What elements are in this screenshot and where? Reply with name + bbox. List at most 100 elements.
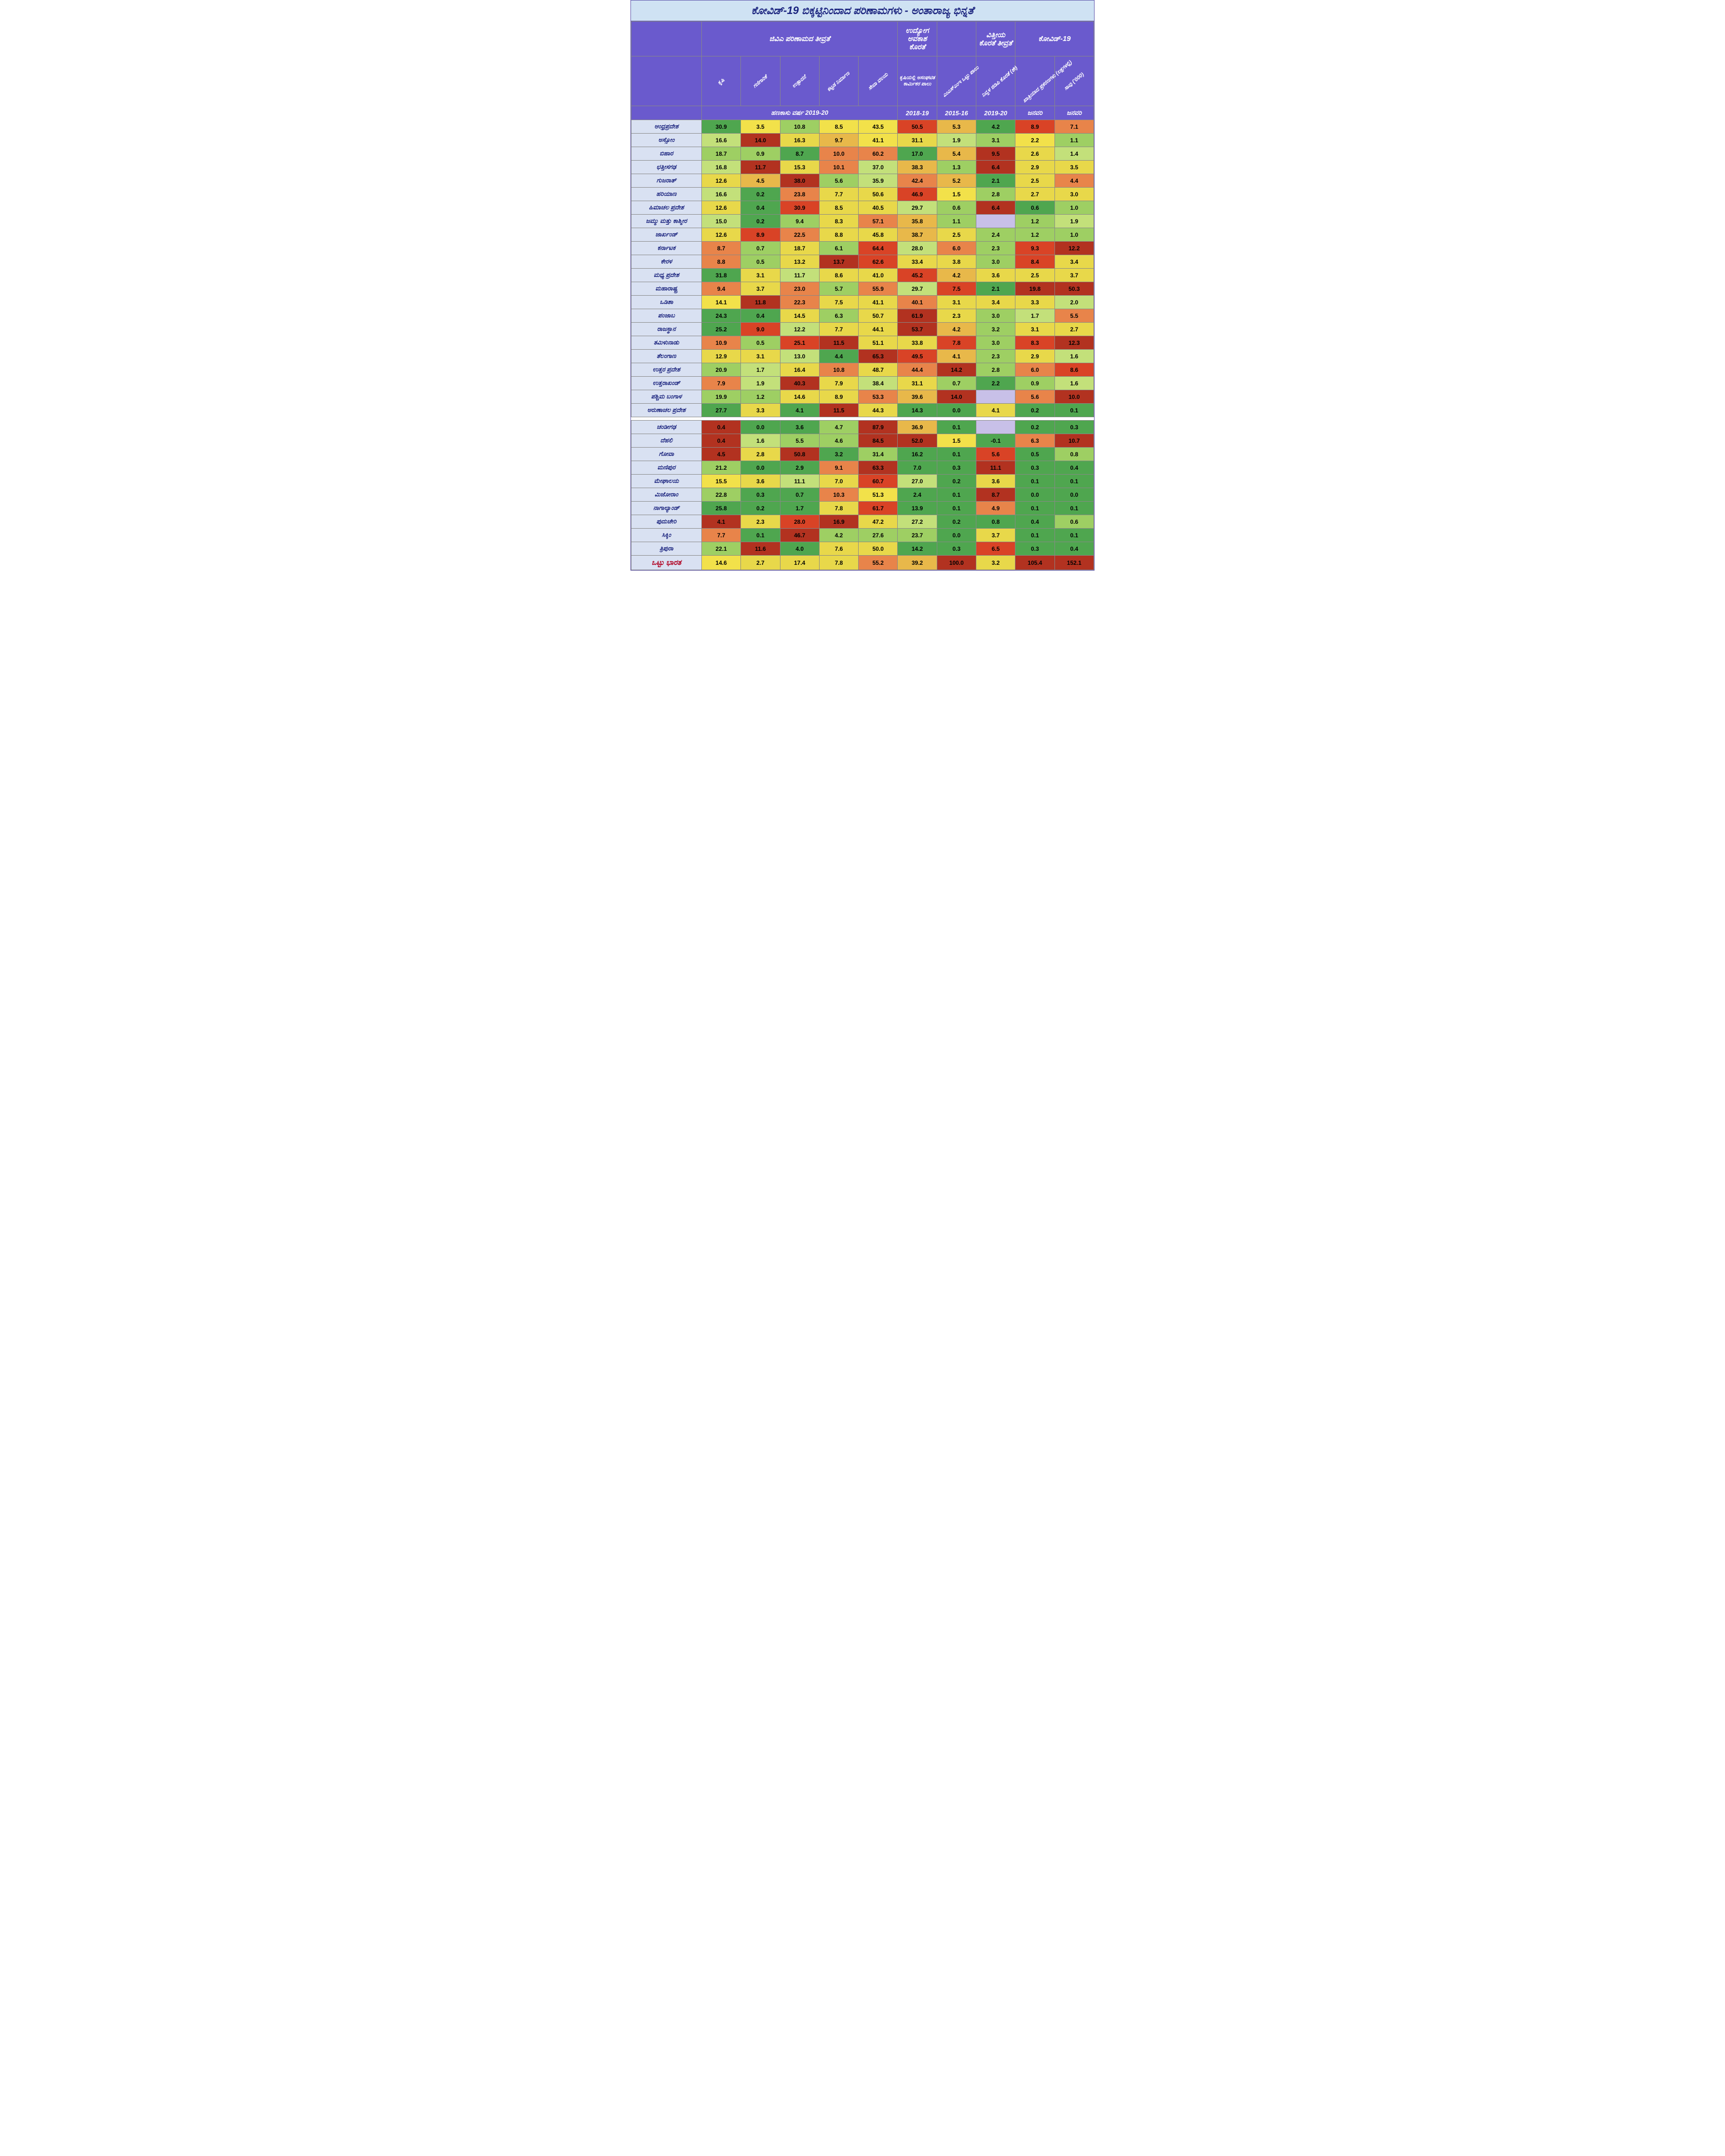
table-row: ಮಧ್ಯ ಪ್ರದೇಶ31.83.111.78.641.045.24.23.62…: [631, 269, 1094, 282]
heatmap-cell: 1.1: [1054, 134, 1094, 147]
table-row: ಮಣಿಪುರ21.20.02.99.163.37.00.311.10.30.4: [631, 461, 1094, 475]
heatmap-cell: 18.7: [780, 242, 819, 255]
heatmap-cell: 3.0: [976, 309, 1015, 323]
heatmap-cell: 3.4: [1054, 255, 1094, 269]
heatmap-cell: 12.6: [701, 201, 740, 215]
heatmap-cell: 0.2: [741, 215, 780, 228]
heatmap-cell: 0.1: [937, 502, 976, 515]
heatmap-cell: 33.8: [898, 336, 937, 350]
group-header: ವಿತ್ತೀಯ ಕೊರತೆ ತೀವ್ರತೆ: [976, 22, 1015, 56]
heatmap-cell: 0.1: [741, 529, 780, 542]
heatmap-cell: 4.1: [937, 350, 976, 363]
heatmap-cell: 105.4: [1015, 556, 1054, 570]
heatmap-cell: 13.0: [780, 350, 819, 363]
state-label: ಬಿಹಾರ: [631, 147, 702, 161]
heatmap-cell: 0.4: [1015, 515, 1054, 529]
heatmap-cell: 2.3: [741, 515, 780, 529]
heatmap-cell: 2.8: [976, 363, 1015, 377]
table-row: ಮಹಾರಾಷ್ಟ್ರ9.43.723.05.755.929.77.52.119.…: [631, 282, 1094, 296]
heatmap-cell: 2.5: [937, 228, 976, 242]
state-label: ಜಾರ್ಖಂಡ್: [631, 228, 702, 242]
heatmap-cell: 27.6: [859, 529, 898, 542]
year-header: ಜನವರಿ: [1015, 106, 1054, 120]
state-label: ಒಡಿಶಾ: [631, 296, 702, 309]
heatmap-cell: 38.4: [859, 377, 898, 390]
heatmap-cell: 0.1: [1054, 529, 1094, 542]
group-header: ಕೋವಿಡ್-19: [1015, 22, 1094, 56]
state-label: ತಮಿಳುನಾಡು: [631, 336, 702, 350]
heatmap-cell: 6.5: [976, 542, 1015, 556]
heatmap-cell: 3.0: [976, 336, 1015, 350]
heatmap-cell: 12.2: [1054, 242, 1094, 255]
heatmap-cell: 7.9: [819, 377, 858, 390]
column-header: ಖಾತ್ರಿಯಾದ ಪ್ರಕರಣಗಳು (ಲಕ್ಷಗಳಲ್ಲಿ): [1015, 56, 1054, 106]
state-label: ತ್ರಿಪುರಾ: [631, 542, 702, 556]
heatmap-cell: 0.3: [937, 461, 976, 475]
heatmap-cell: 13.7: [819, 255, 858, 269]
heatmap-cell: 3.5: [741, 120, 780, 134]
table-row: ಪುದುಚೇರಿ4.12.328.016.947.227.20.20.80.40…: [631, 515, 1094, 529]
heatmap-cell: 1.2: [1015, 228, 1054, 242]
heatmap-cell: 31.1: [898, 377, 937, 390]
heatmap-cell: 4.1: [701, 515, 740, 529]
heatmap-cell: 6.4: [976, 201, 1015, 215]
table-head: ಜಿವಿಎ ಪರಿಣಾಮದ ತೀವ್ರತೆ ಉದ್ಯೋಗ ಅವಕಾಶ ಕೊರತೆ…: [631, 22, 1094, 120]
heatmap-cell: 2.3: [976, 350, 1015, 363]
heatmap-cell: 33.4: [898, 255, 937, 269]
heatmap-cell: 8.6: [1054, 363, 1094, 377]
state-label: ಉತ್ತರ ಪ್ರದೇಶ: [631, 363, 702, 377]
heatmap-cell: 6.0: [1015, 363, 1054, 377]
state-label: ಮಹಾರಾಷ್ಟ್ರ: [631, 282, 702, 296]
heatmap-cell: 28.0: [898, 242, 937, 255]
heatmap-cell: 13.9: [898, 502, 937, 515]
heatmap-cell: 3.2: [819, 448, 858, 461]
blank-corner: [631, 22, 702, 56]
heatmap-cell: 12.2: [780, 323, 819, 336]
heatmap-cell: 7.8: [937, 336, 976, 350]
heatmap-cell: 0.7: [780, 488, 819, 502]
heatmap-cell: 49.5: [898, 350, 937, 363]
heatmap-cell: 29.7: [898, 201, 937, 215]
heatmap-cell: 0.4: [1054, 461, 1094, 475]
heatmap-cell: 0.2: [741, 188, 780, 201]
heatmap-cell: 152.1: [1054, 556, 1094, 570]
heatmap-cell: 4.9: [976, 502, 1015, 515]
heatmap-cell: 28.0: [780, 515, 819, 529]
heatmap-cell: 18.7: [701, 147, 740, 161]
state-label: ತೆಲಂಗಾಣ: [631, 350, 702, 363]
heatmap-cell: 15.5: [701, 475, 740, 488]
heatmap-cell: 45.8: [859, 228, 898, 242]
heatmap-cell: 2.3: [976, 242, 1015, 255]
heatmap-cell: 61.9: [898, 309, 937, 323]
heatmap-cell: [976, 215, 1015, 228]
heatmap-cell: 8.7: [976, 488, 1015, 502]
table-row: ಮಿಜೋರಾಂ22.80.30.710.351.32.40.18.70.00.0: [631, 488, 1094, 502]
heatmap-cell: 38.7: [898, 228, 937, 242]
heatmap-cell: 9.4: [780, 215, 819, 228]
table-row: ಅಸ್ಸೋಂ16.614.016.39.741.131.11.93.12.21.…: [631, 134, 1094, 147]
heatmap-cell: 10.3: [819, 488, 858, 502]
column-header: ಎಂಎಸ್‌ಎಂಇ ಒಟ್ಟು ಪಾಲು: [937, 56, 976, 106]
column-header: ಕೃಷಿಯಲ್ಲಿ ಅಸಂಘಟಿತ ಕಾರ್ಮಿಕರ ಪಾಲು: [898, 56, 937, 106]
heatmap-cell: 100.0: [937, 556, 976, 570]
year-header: 2018-19: [898, 106, 937, 120]
heatmap-cell: 37.0: [859, 161, 898, 174]
state-label: ಗೋವಾ: [631, 448, 702, 461]
heatmap-cell: 40.1: [898, 296, 937, 309]
heatmap-cell: 10.8: [819, 363, 858, 377]
heatmap-cell: 14.6: [701, 556, 740, 570]
heatmap-cell: 8.6: [819, 269, 858, 282]
heatmap-cell: 30.9: [780, 201, 819, 215]
heatmap-cell: 3.1: [741, 269, 780, 282]
table-row: ಹರಿಯಾಣ16.60.223.87.750.646.91.52.82.73.0: [631, 188, 1094, 201]
heatmap-cell: 0.1: [1015, 502, 1054, 515]
heatmap-cell: 3.6: [976, 269, 1015, 282]
heatmap-cell: 3.7: [741, 282, 780, 296]
heatmap-cell: 14.2: [898, 542, 937, 556]
heatmap-cell: 2.1: [976, 282, 1015, 296]
state-label: ಪುದುಚೇರಿ: [631, 515, 702, 529]
heatmap-cell: 19.8: [1015, 282, 1054, 296]
table-row: ಜಾರ್ಖಂಡ್12.68.922.58.845.838.72.52.41.21…: [631, 228, 1094, 242]
heatmap-cell: 0.5: [741, 336, 780, 350]
heatmap-cell: 9.0: [741, 323, 780, 336]
